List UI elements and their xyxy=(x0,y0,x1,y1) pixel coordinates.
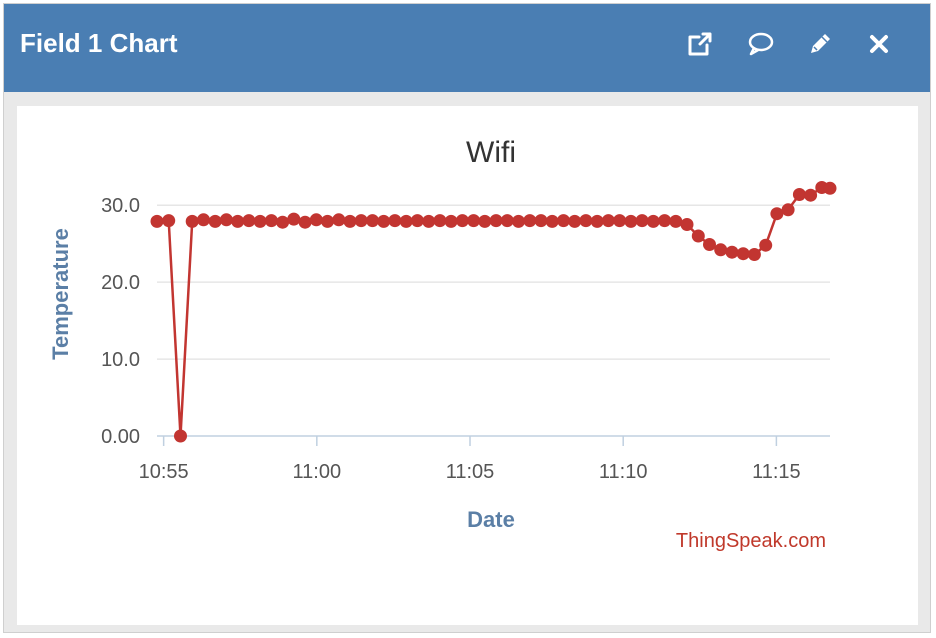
x-tick-label: 11:00 xyxy=(293,461,342,483)
data-point xyxy=(174,429,187,443)
data-point xyxy=(601,214,615,228)
data-point xyxy=(703,238,716,251)
y-tick-label: 0.00 xyxy=(101,426,140,448)
data-point xyxy=(792,188,806,201)
x-tick-label: 10:55 xyxy=(139,461,189,483)
data-point xyxy=(747,248,761,261)
data-point xyxy=(635,214,649,228)
line-chart: Wifi 0.00 10.0 20.0 30.0 10:55 11:00 11:05 11:1… xyxy=(48,136,837,552)
y-tick-label: 10.0 xyxy=(101,349,140,371)
x-tick-label: 11:15 xyxy=(752,461,801,483)
data-point xyxy=(781,203,795,217)
data-point xyxy=(523,214,537,228)
data-point xyxy=(332,213,346,227)
data-point xyxy=(646,214,660,228)
data-point xyxy=(714,243,728,257)
data-point xyxy=(770,207,784,221)
pencil-icon[interactable] xyxy=(804,28,836,60)
data-point xyxy=(410,214,424,228)
data-point xyxy=(444,214,458,228)
data-point xyxy=(804,188,818,202)
data-point xyxy=(478,214,492,228)
data-point xyxy=(377,214,391,228)
data-point xyxy=(162,214,176,228)
data-point xyxy=(658,214,672,228)
data-point xyxy=(759,238,773,252)
data-point xyxy=(388,214,402,228)
close-icon[interactable] xyxy=(863,28,895,60)
data-point xyxy=(253,214,267,228)
data-point xyxy=(489,214,503,228)
data-point xyxy=(298,215,312,229)
data-point xyxy=(500,214,514,228)
data-point xyxy=(568,214,582,228)
data-point xyxy=(680,218,694,231)
y-tick-label: 20.0 xyxy=(101,272,140,294)
comment-icon[interactable] xyxy=(745,28,777,60)
data-point xyxy=(534,214,548,228)
data-point xyxy=(725,245,739,259)
data-point xyxy=(343,214,357,228)
chart-title: Wifi xyxy=(466,136,516,169)
plot-area: Wifi 0.00 10.0 20.0 30.0 10:55 11:00 11:05 11:1… xyxy=(17,106,918,625)
chart-widget: Field 1 Chart xyxy=(3,3,931,633)
data-point xyxy=(399,214,413,228)
data-point xyxy=(590,214,604,228)
x-tick-label: 11:05 xyxy=(446,461,495,483)
data-point xyxy=(309,213,323,227)
data-point xyxy=(264,214,278,228)
widget-header: Field 1 Chart xyxy=(4,4,930,92)
data-point xyxy=(669,214,683,228)
data-point xyxy=(321,214,334,228)
data-point xyxy=(422,214,436,228)
data-point xyxy=(823,181,837,195)
data-point xyxy=(557,214,570,228)
y-axis-title: Temperature xyxy=(48,228,73,360)
data-point xyxy=(455,214,469,228)
data-point xyxy=(276,215,290,229)
data-point xyxy=(287,212,301,226)
data-point xyxy=(613,214,627,228)
data-point xyxy=(150,214,164,228)
data-point xyxy=(197,213,210,227)
widget-title: Field 1 Chart xyxy=(20,28,178,58)
data-point xyxy=(624,214,638,228)
data-point xyxy=(579,214,593,228)
data-point xyxy=(219,213,233,227)
x-axis-title: Date xyxy=(467,507,515,532)
data-point xyxy=(185,214,199,228)
data-point xyxy=(354,214,368,228)
data-point xyxy=(242,214,256,228)
data-point xyxy=(512,214,525,228)
data-point xyxy=(691,229,705,243)
data-point xyxy=(433,214,447,228)
data-point xyxy=(231,214,245,228)
x-tick-label: 11:10 xyxy=(599,461,648,483)
data-point xyxy=(467,214,481,228)
thingspeak-credit-link[interactable]: ThingSpeak.com xyxy=(676,530,826,552)
y-tick-label: 30.0 xyxy=(101,195,140,217)
data-point xyxy=(208,214,222,228)
external-link-icon[interactable] xyxy=(684,28,716,60)
data-point xyxy=(736,247,750,261)
data-point xyxy=(545,214,559,228)
data-point xyxy=(366,214,379,228)
